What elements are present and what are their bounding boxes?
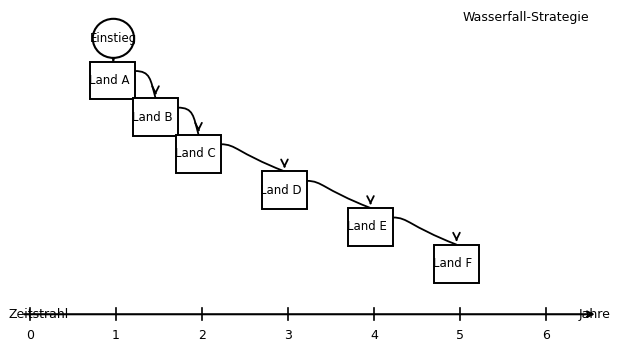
Text: Einstieg: Einstieg	[90, 32, 137, 45]
Ellipse shape	[93, 19, 134, 58]
Text: 4: 4	[370, 329, 378, 342]
Text: Jahre: Jahre	[579, 308, 610, 321]
Bar	[176, 135, 221, 173]
Text: 6: 6	[542, 329, 550, 342]
Text: Land B: Land B	[132, 111, 172, 124]
Text: Land E: Land E	[347, 220, 387, 234]
Bar	[133, 98, 178, 136]
Text: 1: 1	[112, 329, 120, 342]
Text: Land A: Land A	[89, 74, 129, 87]
Text: 5: 5	[456, 329, 464, 342]
Text: 3: 3	[284, 329, 292, 342]
Bar	[434, 245, 479, 283]
Bar	[90, 62, 135, 100]
Text: Zeitstrahl: Zeitstrahl	[9, 308, 69, 321]
Bar	[262, 172, 307, 209]
Text: 2: 2	[198, 329, 206, 342]
Bar	[348, 208, 393, 246]
Text: Land D: Land D	[260, 184, 302, 197]
Text: Land F: Land F	[433, 257, 472, 270]
Text: Land C: Land C	[175, 147, 215, 160]
Text: 0: 0	[26, 329, 34, 342]
Text: Wasserfall-Strategie: Wasserfall-Strategie	[462, 11, 589, 24]
